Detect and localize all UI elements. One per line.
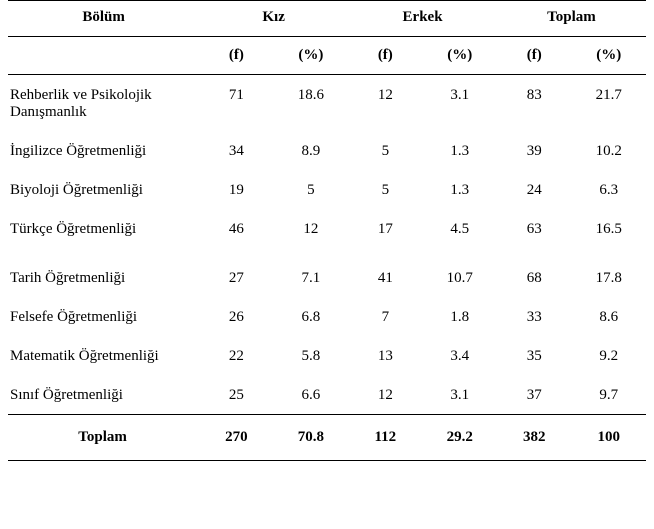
cell-kiz-pct: 8.9	[274, 131, 348, 170]
data-table: Bölüm Kız Erkek Toplam (f) (%) (f) (%) (…	[8, 0, 646, 461]
cell-kiz-f: 22	[199, 336, 273, 375]
table-row: Tarih Öğretmenliği277.14110.76817.8	[8, 248, 646, 297]
cell-kiz-f: 19	[199, 170, 273, 209]
cell-erkek-f: 12	[348, 75, 422, 132]
table-total-row: Toplam27070.811229.2382100	[8, 415, 646, 461]
cell-erkek-pct: 3.1	[423, 375, 497, 415]
cell-kiz-f: 25	[199, 375, 273, 415]
total-toplam-pct: 100	[571, 415, 646, 461]
cell-kiz-pct: 18.6	[274, 75, 348, 132]
header-erkek-pct: (%)	[423, 37, 497, 75]
cell-erkek-pct: 4.5	[423, 209, 497, 248]
cell-bolum: Türkçe Öğretmenliği	[8, 209, 199, 248]
cell-erkek-pct: 3.4	[423, 336, 497, 375]
header-erkek-f: (f)	[348, 37, 422, 75]
cell-erkek-f: 5	[348, 170, 422, 209]
cell-kiz-pct: 6.8	[274, 297, 348, 336]
total-toplam-f: 382	[497, 415, 571, 461]
cell-kiz-pct: 5	[274, 170, 348, 209]
cell-erkek-pct: 10.7	[423, 248, 497, 297]
header-empty	[8, 37, 199, 75]
cell-erkek-f: 13	[348, 336, 422, 375]
header-kiz: Kız	[199, 1, 348, 37]
cell-bolum: Biyoloji Öğretmenliği	[8, 170, 199, 209]
cell-erkek-f: 17	[348, 209, 422, 248]
cell-kiz-pct: 6.6	[274, 375, 348, 415]
cell-kiz-pct: 5.8	[274, 336, 348, 375]
cell-erkek-pct: 3.1	[423, 75, 497, 132]
header-bolum: Bölüm	[8, 1, 199, 37]
cell-erkek-pct: 1.8	[423, 297, 497, 336]
cell-kiz-f: 46	[199, 209, 273, 248]
header-toplam-f: (f)	[497, 37, 571, 75]
table-header-group-row: Bölüm Kız Erkek Toplam	[8, 1, 646, 37]
cell-erkek-f: 5	[348, 131, 422, 170]
table-row: İngilizce Öğretmenliği348.951.33910.2	[8, 131, 646, 170]
cell-erkek-f: 7	[348, 297, 422, 336]
table-row: Sınıf Öğretmenliği256.6123.1379.7	[8, 375, 646, 415]
cell-bolum: İngilizce Öğretmenliği	[8, 131, 199, 170]
cell-erkek-pct: 1.3	[423, 170, 497, 209]
cell-bolum: Rehberlik ve Psikolojik Danışmanlık	[8, 75, 199, 132]
cell-toplam-f: 24	[497, 170, 571, 209]
cell-toplam-pct: 21.7	[571, 75, 646, 132]
cell-toplam-f: 39	[497, 131, 571, 170]
cell-toplam-f: 33	[497, 297, 571, 336]
cell-bolum: Sınıf Öğretmenliği	[8, 375, 199, 415]
total-erkek-pct: 29.2	[423, 415, 497, 461]
cell-kiz-pct: 7.1	[274, 248, 348, 297]
total-kiz-f: 270	[199, 415, 273, 461]
cell-kiz-f: 71	[199, 75, 273, 132]
table-row: Türkçe Öğretmenliği4612174.56316.5	[8, 209, 646, 248]
table-row: Rehberlik ve Psikolojik Danışmanlık7118.…	[8, 75, 646, 132]
cell-toplam-f: 63	[497, 209, 571, 248]
table-body: Rehberlik ve Psikolojik Danışmanlık7118.…	[8, 75, 646, 461]
cell-kiz-f: 26	[199, 297, 273, 336]
table-row: Matematik Öğretmenliği225.8133.4359.2	[8, 336, 646, 375]
cell-toplam-pct: 8.6	[571, 297, 646, 336]
cell-toplam-pct: 9.2	[571, 336, 646, 375]
cell-toplam-pct: 16.5	[571, 209, 646, 248]
cell-toplam-f: 37	[497, 375, 571, 415]
cell-kiz-pct: 12	[274, 209, 348, 248]
total-label: Toplam	[8, 415, 199, 461]
header-erkek: Erkek	[348, 1, 497, 37]
table-row: Biyoloji Öğretmenliği19551.3246.3	[8, 170, 646, 209]
total-kiz-pct: 70.8	[274, 415, 348, 461]
cell-erkek-pct: 1.3	[423, 131, 497, 170]
cell-toplam-pct: 10.2	[571, 131, 646, 170]
table-header-sub-row: (f) (%) (f) (%) (f) (%)	[8, 37, 646, 75]
cell-toplam-f: 35	[497, 336, 571, 375]
header-kiz-pct: (%)	[274, 37, 348, 75]
cell-toplam-f: 83	[497, 75, 571, 132]
cell-toplam-pct: 17.8	[571, 248, 646, 297]
cell-kiz-f: 27	[199, 248, 273, 297]
header-toplam-pct: (%)	[571, 37, 646, 75]
table-row: Felsefe Öğretmenliği266.871.8338.6	[8, 297, 646, 336]
cell-toplam-pct: 6.3	[571, 170, 646, 209]
total-erkek-f: 112	[348, 415, 422, 461]
cell-bolum: Matematik Öğretmenliği	[8, 336, 199, 375]
cell-toplam-f: 68	[497, 248, 571, 297]
cell-erkek-f: 41	[348, 248, 422, 297]
cell-toplam-pct: 9.7	[571, 375, 646, 415]
data-table-wrapper: Bölüm Kız Erkek Toplam (f) (%) (f) (%) (…	[0, 0, 654, 461]
cell-erkek-f: 12	[348, 375, 422, 415]
header-kiz-f: (f)	[199, 37, 273, 75]
cell-bolum: Felsefe Öğretmenliği	[8, 297, 199, 336]
header-toplam: Toplam	[497, 1, 646, 37]
cell-bolum: Tarih Öğretmenliği	[8, 248, 199, 297]
cell-kiz-f: 34	[199, 131, 273, 170]
